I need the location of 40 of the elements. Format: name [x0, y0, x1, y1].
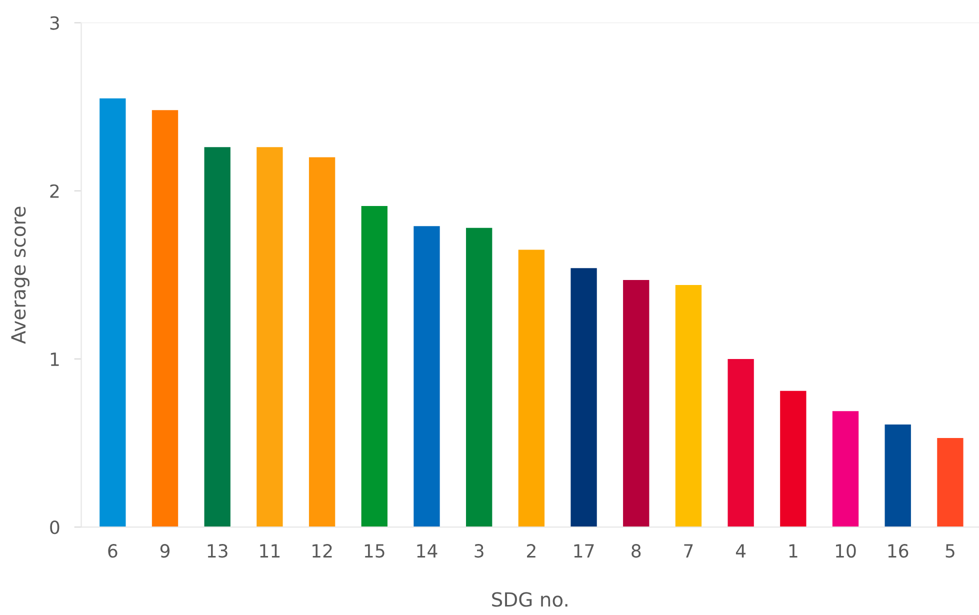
x-tick-label: 8	[632, 544, 641, 558]
y-tick-label: 0	[50, 520, 60, 534]
x-tick-label: 13	[208, 544, 228, 558]
bar	[728, 358, 754, 528]
x-axis-title: SDG no.	[492, 592, 568, 607]
y-tick-label: 2	[50, 184, 59, 198]
bar	[204, 147, 230, 528]
bar	[152, 110, 178, 528]
bar	[623, 280, 650, 528]
x-tick-label: 11	[260, 544, 280, 558]
bar	[100, 98, 126, 528]
bar	[937, 438, 964, 528]
y-tick-label: 1	[50, 352, 59, 366]
bar	[570, 268, 597, 528]
x-tick-label: 2	[527, 544, 536, 558]
bar	[884, 424, 911, 528]
bar	[414, 226, 440, 528]
bar	[361, 206, 388, 528]
x-tick-label: 6	[108, 544, 118, 558]
x-tick-label: 14	[417, 544, 438, 558]
bar	[256, 147, 283, 528]
x-tick-label: 4	[736, 544, 746, 558]
bar	[518, 250, 545, 528]
x-tick-label: 7	[684, 544, 693, 558]
bar	[780, 390, 806, 528]
x-tick-label: 16	[888, 544, 908, 558]
bar	[308, 157, 336, 528]
x-tick-label: 5	[946, 544, 954, 558]
bar	[675, 284, 702, 528]
bar	[466, 228, 492, 528]
x-tick-label: 12	[312, 544, 332, 558]
x-tick-label: 10	[836, 544, 856, 558]
x-tick-label: 15	[364, 544, 384, 558]
x-tick-label: 1	[789, 544, 798, 558]
x-tick-label: 3	[474, 544, 484, 558]
y-tick-label: 3	[50, 16, 59, 30]
x-tick-label: 9	[160, 544, 170, 558]
bar	[832, 411, 859, 528]
x-tick-label: 17	[574, 544, 594, 558]
y-axis-title: Average score	[11, 206, 30, 344]
